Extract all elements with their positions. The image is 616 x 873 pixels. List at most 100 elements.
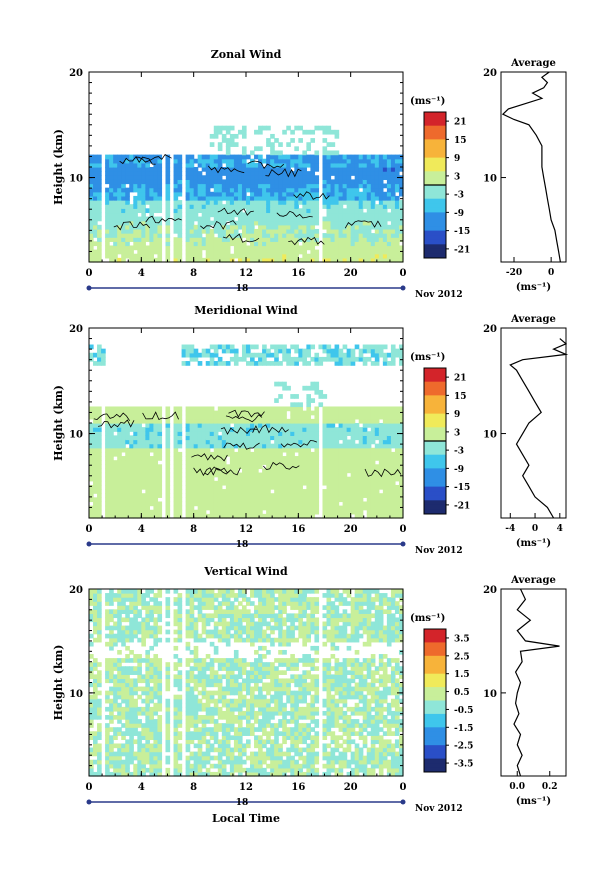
heatmap-cell: [153, 191, 159, 197]
heatmap-cell: [290, 344, 295, 350]
heatmap-cell: [233, 200, 239, 205]
heatmap-cell: [133, 593, 138, 598]
heatmap-cell: [217, 171, 223, 176]
heatmap-cell: [294, 257, 299, 263]
heatmap-cell: [358, 505, 364, 511]
heatmap-cell: [213, 183, 219, 189]
heatmap-cell: [117, 423, 122, 428]
heatmap-cell: [133, 456, 138, 461]
heatmap-cell: [189, 410, 195, 416]
heatmap-cell: [213, 224, 219, 230]
heatmap-cell: [298, 513, 303, 519]
heatmap-cell: [121, 715, 126, 720]
heatmap-cell: [326, 443, 332, 449]
heatmap-cell: [294, 414, 299, 420]
heatmap-cell: [314, 187, 320, 193]
heatmap-cell: [258, 423, 263, 428]
heatmap-cell: [141, 501, 146, 507]
heatmap-cell: [274, 501, 279, 507]
heatmap-cell: [121, 513, 126, 519]
heatmap-cell: [294, 220, 299, 226]
heatmap-cell: [241, 406, 247, 412]
heatmap-cell: [117, 694, 122, 700]
heatmap-cell: [241, 410, 247, 416]
heatmap-cell: [145, 476, 150, 482]
heatmap-cell: [370, 175, 376, 180]
heatmap-cell: [113, 767, 118, 773]
heatmap-cell: [93, 731, 98, 736]
heatmap-cell: [105, 228, 110, 234]
heatmap-cell: [354, 406, 360, 412]
heatmap-cell: [173, 484, 179, 490]
heatmap-cell: [246, 427, 251, 432]
heatmap-cell: [390, 249, 396, 255]
heatmap-cell: [342, 216, 348, 222]
colorbar-segment: [424, 221, 446, 227]
heatmap-cell: [298, 224, 303, 230]
heatmap-cell: [378, 480, 384, 486]
heatmap-cell: [209, 191, 215, 197]
heatmap-cell: [362, 472, 368, 478]
heatmap-cell: [274, 406, 279, 412]
heatmap-cell: [366, 509, 372, 515]
heatmap-cell: [310, 418, 316, 424]
heatmap-cell: [290, 158, 295, 164]
heatmap-cell: [177, 257, 183, 263]
heatmap-cell: [193, 245, 199, 251]
heatmap-cell: [117, 245, 122, 251]
heatmap-cell: [141, 759, 146, 765]
heatmap-cell: [262, 237, 267, 242]
heatmap-cell: [382, 456, 388, 461]
heatmap-cell: [209, 158, 215, 164]
heatmap-cell: [141, 447, 146, 453]
heatmap-cell: [225, 245, 231, 251]
heatmap-cell: [270, 167, 275, 172]
heatmap-cell: [209, 352, 215, 358]
heatmap-cell: [129, 451, 134, 457]
heatmap-cell: [398, 257, 404, 263]
heatmap-cell: [109, 641, 114, 647]
heatmap-cell: [354, 414, 360, 420]
heatmap-cell: [346, 414, 352, 420]
heatmap-cell: [278, 233, 283, 238]
heatmap-cell: [225, 468, 231, 474]
heatmap-cell: [133, 505, 138, 511]
heatmap-cell: [145, 183, 150, 189]
heatmap-cell: [246, 237, 251, 242]
heatmap-cell: [258, 158, 263, 164]
heatmap-cell: [326, 142, 332, 147]
heatmap-cell: [366, 228, 372, 234]
heatmap-cell: [310, 220, 316, 226]
heatmap-cell: [157, 431, 163, 436]
heatmap-cell: [326, 472, 332, 478]
heatmap-cell: [262, 472, 267, 478]
heatmap-cell: [338, 241, 344, 247]
heatmap-cell: [394, 423, 400, 428]
heatmap-cell: [334, 505, 340, 511]
heatmap-cell: [330, 418, 336, 424]
heatmap-cell: [197, 456, 203, 461]
heatmap-cell: [370, 460, 376, 465]
heatmap-cell: [250, 493, 255, 498]
heatmap-cell: [258, 464, 263, 470]
heatmap-cell: [241, 460, 247, 465]
heatmap-cell: [330, 216, 336, 222]
heatmap-cell: [229, 464, 235, 470]
heatmap-cell: [193, 241, 199, 247]
heatmap-cell: [358, 253, 364, 259]
heatmap-cell: [290, 187, 295, 193]
heatmap-cell: [113, 480, 118, 486]
heatmap-cell: [233, 476, 239, 482]
heatmap-cell: [113, 706, 118, 712]
heatmap-cell: [125, 698, 130, 704]
heatmap-cell: [105, 484, 110, 490]
heatmap-cell: [129, 484, 134, 490]
heatmap-cell: [225, 187, 231, 193]
heatmap-cell: [213, 431, 219, 436]
heatmap-cell: [133, 509, 138, 515]
heatmap-cell: [290, 249, 295, 255]
heatmap-cell: [382, 167, 388, 172]
heatmap-cell: [342, 171, 348, 176]
heatmap-cell: [394, 410, 400, 416]
heatmap-cell: [105, 505, 110, 511]
